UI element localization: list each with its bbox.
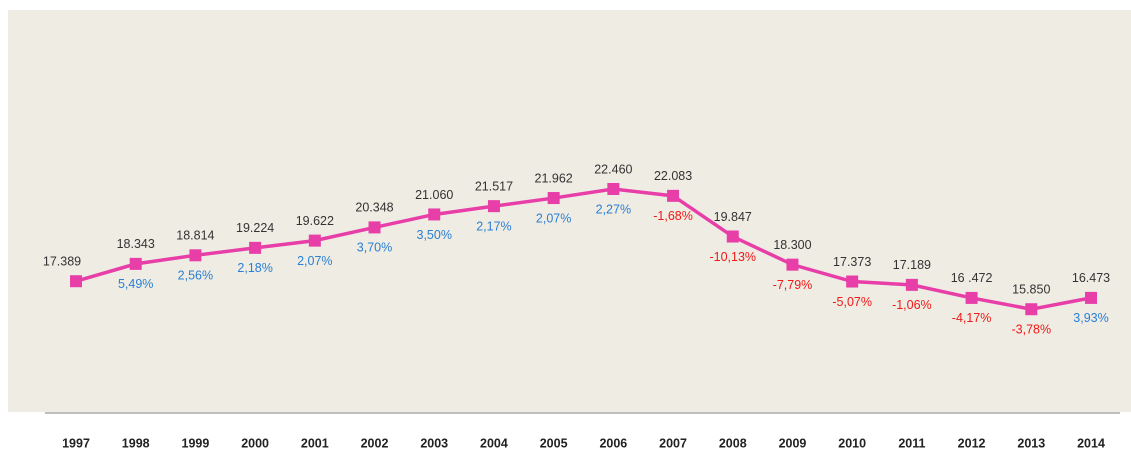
marker bbox=[249, 241, 262, 254]
change-label: 2,56% bbox=[178, 269, 213, 283]
value-label: 18.343 bbox=[117, 237, 155, 251]
x-tick-label: 2011 bbox=[898, 436, 925, 450]
value-label: 22.460 bbox=[594, 162, 632, 176]
x-tick-label: 2012 bbox=[958, 436, 986, 450]
value-label: 16 .472 bbox=[951, 271, 993, 285]
x-tick-label: 2005 bbox=[540, 436, 568, 450]
x-tick-label: 2007 bbox=[659, 436, 687, 450]
change-label: 3,93% bbox=[1073, 311, 1108, 325]
value-label: 18.814 bbox=[176, 229, 214, 243]
marker bbox=[965, 291, 978, 304]
change-label: -1,68% bbox=[653, 209, 693, 223]
value-label: 15.850 bbox=[1012, 283, 1050, 297]
marker bbox=[846, 275, 859, 288]
marker bbox=[308, 234, 321, 247]
value-label: 21.517 bbox=[475, 179, 513, 193]
marker bbox=[189, 249, 202, 262]
x-tick-label: 2014 bbox=[1077, 436, 1105, 450]
change-label: -5,07% bbox=[832, 295, 872, 309]
change-label: -1,06% bbox=[892, 298, 932, 312]
marker bbox=[547, 192, 560, 205]
change-label: 2,17% bbox=[476, 219, 511, 233]
x-tick-label: 1997 bbox=[62, 436, 90, 450]
marker bbox=[607, 182, 620, 195]
change-label: 3,50% bbox=[417, 228, 452, 242]
value-label: 17.373 bbox=[833, 255, 871, 269]
x-tick-label: 2008 bbox=[719, 436, 747, 450]
value-label: 19.847 bbox=[714, 210, 752, 224]
x-tick-label: 2003 bbox=[420, 436, 448, 450]
value-label: 16.473 bbox=[1072, 271, 1110, 285]
marker bbox=[368, 221, 381, 234]
x-tick-label: 2009 bbox=[779, 436, 807, 450]
value-label: 19.224 bbox=[236, 221, 274, 235]
x-tick-label: 2006 bbox=[599, 436, 627, 450]
marker bbox=[1025, 303, 1038, 316]
value-label: 17.189 bbox=[893, 258, 931, 272]
marker bbox=[428, 208, 441, 221]
x-tick-label: 1998 bbox=[122, 436, 150, 450]
x-tick-label: 2000 bbox=[241, 436, 269, 450]
marker bbox=[726, 230, 739, 243]
change-label: -10,13% bbox=[709, 250, 756, 264]
x-tick-label: 2004 bbox=[480, 436, 508, 450]
value-label: 21.060 bbox=[415, 188, 453, 202]
marker bbox=[70, 275, 82, 288]
marker bbox=[1085, 291, 1097, 304]
x-tick-label: 1999 bbox=[182, 436, 210, 450]
marker bbox=[667, 189, 680, 202]
change-label: -3,78% bbox=[1011, 323, 1051, 337]
data-line bbox=[75, 187, 1092, 312]
value-label: 22.083 bbox=[654, 169, 692, 183]
marker bbox=[129, 257, 142, 270]
value-label: 17.389 bbox=[43, 255, 81, 269]
change-label: 5,49% bbox=[118, 277, 153, 291]
value-label: 18.300 bbox=[773, 238, 811, 252]
change-label: -7,79% bbox=[773, 278, 813, 292]
x-tick-label: 2001 bbox=[301, 436, 329, 450]
change-label: 2,07% bbox=[297, 254, 332, 268]
marker bbox=[786, 258, 799, 271]
change-label: 2,18% bbox=[237, 261, 272, 275]
value-label: 21.962 bbox=[535, 171, 573, 185]
change-label: -4,17% bbox=[952, 311, 992, 325]
x-tick-label: 2002 bbox=[361, 436, 389, 450]
change-label: 2,07% bbox=[536, 211, 571, 225]
change-label: 3,70% bbox=[357, 241, 392, 255]
value-label: 20.348 bbox=[355, 201, 393, 215]
change-label: 2,27% bbox=[596, 202, 631, 216]
marker bbox=[487, 200, 500, 213]
plot-background bbox=[8, 10, 1131, 412]
x-tick-label: 2010 bbox=[838, 436, 866, 450]
x-tick-label: 2013 bbox=[1017, 436, 1045, 450]
marker bbox=[905, 278, 918, 291]
value-label: 19.622 bbox=[296, 214, 334, 228]
